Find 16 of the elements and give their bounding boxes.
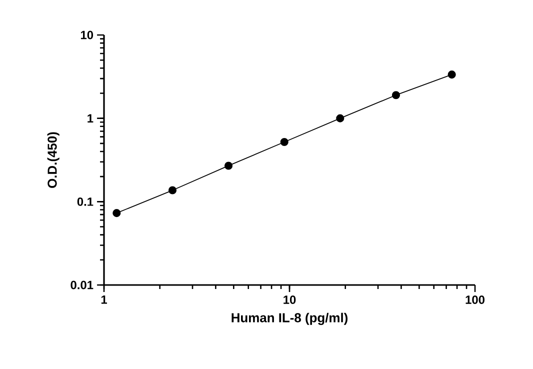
point: [336, 114, 344, 122]
point: [224, 162, 233, 170]
x-tick-label: 10: [284, 296, 296, 304]
point: [280, 138, 288, 146]
point: [112, 209, 121, 218]
y-axis-title: O.D.(450): [47, 132, 60, 188]
point: [168, 186, 177, 194]
point: [392, 91, 400, 100]
point: [448, 70, 456, 79]
x-axis-title: Human IL-8 (pg/ml): [232, 312, 348, 325]
y-tick-label: 0.01: [70, 280, 94, 290]
y-tick-label: 1: [88, 114, 94, 122]
y-tick-label: 0.1: [77, 197, 94, 206]
y-tick-label: 10: [80, 30, 94, 40]
x-tick-label: 1: [101, 296, 107, 304]
x-tick-label: 100: [466, 296, 484, 304]
